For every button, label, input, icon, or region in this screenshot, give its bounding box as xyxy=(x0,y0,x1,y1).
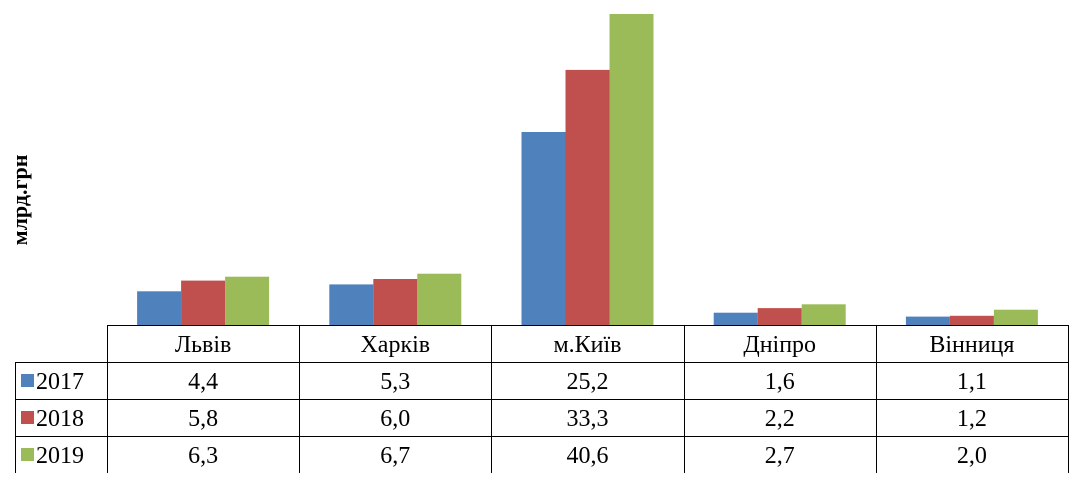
legend-label-2018: 2018 xyxy=(36,406,84,432)
legend-key-2018 xyxy=(21,411,34,424)
y-axis-label: млрд.грн xyxy=(7,154,32,245)
category-label: Харків xyxy=(360,332,430,358)
bar-2017-1 xyxy=(329,284,374,325)
bar-2019-4 xyxy=(993,309,1038,325)
bar-2018-0 xyxy=(181,280,226,325)
data-cell: 40,6 xyxy=(567,443,609,469)
bar-2018-4 xyxy=(949,315,994,325)
category-label: м.Київ xyxy=(553,332,621,358)
data-cell: 6,7 xyxy=(380,443,410,469)
bar-2017-2 xyxy=(521,132,566,325)
bar-2017-3 xyxy=(713,312,758,325)
data-cell: 2,7 xyxy=(765,443,795,469)
legend-key-2019 xyxy=(21,448,34,461)
bar-2019-1 xyxy=(417,273,462,325)
data-cell: 5,3 xyxy=(380,369,410,395)
category-label: Дніпро xyxy=(743,332,816,358)
data-cell: 4,4 xyxy=(188,369,218,395)
bar-2019-0 xyxy=(225,276,270,325)
bars-group xyxy=(137,14,1038,326)
bar-2017-4 xyxy=(905,316,950,325)
data-cell: 2,2 xyxy=(765,406,795,432)
data-cell: 5,8 xyxy=(188,406,218,432)
data-cell: 25,2 xyxy=(567,369,609,395)
legend-label-2017: 2017 xyxy=(36,369,84,395)
bar-2017-0 xyxy=(137,291,182,325)
data-cell: 6,3 xyxy=(188,443,218,469)
data-cell: 1,6 xyxy=(765,369,795,395)
bar-2019-3 xyxy=(801,304,846,325)
bar-2018-1 xyxy=(373,279,418,325)
data-cell: 6,0 xyxy=(380,406,410,432)
bar-2018-3 xyxy=(757,308,802,325)
bar-2018-2 xyxy=(565,69,610,326)
legend-label-2019: 2019 xyxy=(36,443,84,469)
data-cell: 1,1 xyxy=(957,369,987,395)
data-cell: 33,3 xyxy=(567,406,609,432)
category-label: Вінниця xyxy=(929,332,1014,358)
bar-2019-2 xyxy=(609,14,654,325)
legend-key-2017 xyxy=(21,374,34,387)
data-table: Львів Харків м.Київ Дніпро Вінниця 2017 4,4 5,3… xyxy=(15,325,1069,473)
category-label: Львів xyxy=(175,332,232,358)
data-cell: 2,0 xyxy=(957,443,987,469)
data-cell: 1,2 xyxy=(957,406,987,432)
